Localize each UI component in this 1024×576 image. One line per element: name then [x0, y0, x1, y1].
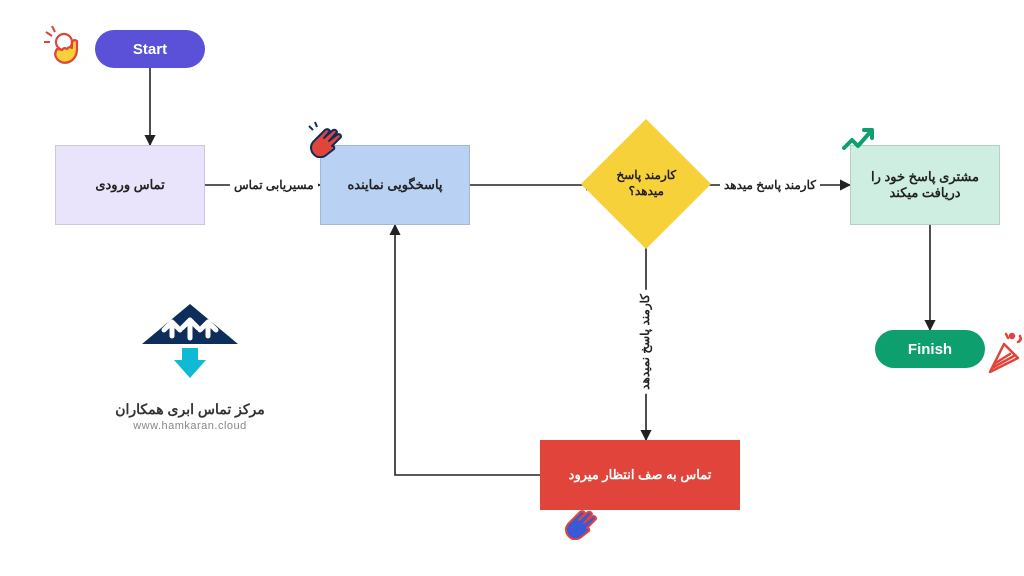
start-label: Start [133, 41, 167, 58]
confetti-icon [982, 328, 1024, 381]
edge-label-5: کارمند پاسخ نمیدهد [638, 290, 652, 394]
edge-label-3: کارمند پاسخ میدهد [720, 178, 820, 192]
node-incoming-call: تماس ورودی [55, 145, 205, 225]
ok-hand-icon [40, 22, 84, 71]
brand-logo: مرکز تماس ابری همکاران www.hamkaran.clou… [90, 300, 290, 432]
start-node: Start [95, 30, 205, 68]
node-decision-answers: کارمند پاسخ میدهد؟ [581, 119, 711, 249]
clap-blue-icon [560, 498, 602, 545]
node-incoming-call-label: تماس ورودی [95, 177, 164, 193]
node-decision-label: کارمند پاسخ میدهد؟ [600, 168, 692, 199]
finish-label: Finish [908, 341, 952, 358]
flow-edges [0, 0, 1024, 576]
brand-logo-mark [130, 300, 250, 390]
brand-title: مرکز تماس ابری همکاران [90, 401, 290, 418]
clap-red-icon [305, 118, 345, 163]
edge-n5-n2 [395, 225, 540, 475]
node-queue-label: تماس به صف انتظار میرود [569, 467, 712, 483]
finish-node: Finish [875, 330, 985, 368]
node-agent-answer-label: پاسخگویی نماینده [347, 177, 442, 193]
edge-label-1: مسیریابی تماس [230, 178, 318, 192]
arrow-up-icon [838, 118, 878, 163]
brand-url: www.hamkaran.cloud [90, 420, 290, 432]
node-customer-receives-label: مشتری پاسخ خود را دریافت میکند [851, 169, 999, 201]
